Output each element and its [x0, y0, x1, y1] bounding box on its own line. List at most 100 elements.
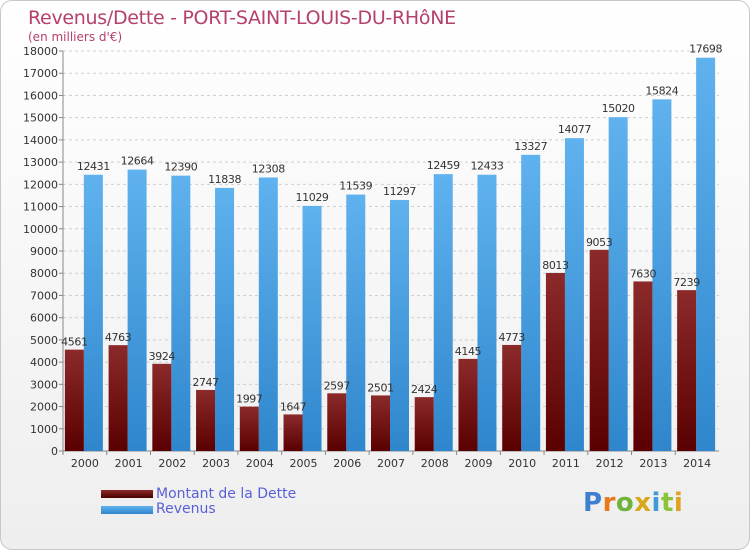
bar-dette: [458, 358, 478, 451]
legend-swatch-dette: [101, 490, 153, 498]
y-tick-label: 7000: [30, 289, 58, 302]
data-label-dette: 3924: [149, 350, 176, 363]
y-tick-label: 0: [51, 445, 58, 458]
bar-revenus: [696, 57, 716, 451]
x-tick-label: 2012: [596, 457, 624, 470]
data-label-dette: 8013: [542, 259, 569, 272]
data-label-revenus: 17698: [689, 43, 722, 56]
data-label-revenus: 12664: [121, 155, 154, 168]
data-label-dette: 2501: [367, 381, 393, 394]
x-tick-label: 2013: [639, 457, 667, 470]
x-tick-label: 2011: [552, 457, 580, 470]
logo-letter: x: [634, 488, 652, 518]
bar-revenus: [608, 117, 628, 451]
bar-revenus: [215, 187, 235, 451]
y-tick-label: 12000: [23, 178, 58, 191]
y-tick-label: 16000: [23, 89, 58, 102]
x-tick-label: 2009: [464, 457, 492, 470]
data-label-dette: 4561: [61, 336, 87, 349]
bar-revenus: [652, 99, 672, 451]
data-label-dette: 4145: [455, 345, 482, 358]
y-tick-label: 2000: [30, 401, 58, 414]
y-tick-label: 3000: [30, 378, 58, 391]
y-tick-label: 9000: [30, 245, 58, 258]
bar-dette: [502, 344, 522, 451]
bar-dette: [545, 272, 565, 451]
data-label-revenus: 11029: [296, 191, 329, 204]
data-label-dette: 9053: [586, 236, 613, 249]
chart-title: Revenus/Dette - PORT-SAINT-LOUIS-DU-RHôN…: [28, 7, 456, 29]
data-label-dette: 7239: [673, 276, 700, 289]
bar-dette: [108, 345, 128, 451]
y-tick-label: 11000: [23, 201, 58, 214]
chart-subtitle: (en milliers d'€): [28, 30, 123, 44]
bar-dette: [589, 249, 609, 451]
data-label-dette: 1647: [280, 400, 307, 413]
data-label-revenus: 11838: [208, 173, 241, 186]
data-label-dette: 2747: [192, 376, 219, 389]
data-label-dette: 2597: [324, 379, 351, 392]
data-label-revenus: 12390: [164, 161, 197, 174]
data-label-dette: 2424: [411, 383, 438, 396]
y-tick-label: 8000: [30, 267, 58, 280]
bar-dette: [677, 290, 697, 451]
x-tick-label: 2005: [290, 457, 318, 470]
data-label-revenus: 12433: [470, 160, 503, 173]
bar-revenus: [477, 174, 497, 451]
legend-label-revenus: Revenus: [156, 501, 216, 517]
data-label-dette: 4763: [105, 331, 132, 344]
x-tick-label: 2006: [333, 457, 361, 470]
data-label-dette: 7630: [630, 267, 657, 280]
y-tick-label: 17000: [23, 67, 58, 80]
y-tick-label: 6000: [30, 312, 58, 325]
data-label-revenus: 15020: [602, 102, 635, 115]
x-tick-label: 2000: [71, 457, 99, 470]
data-label-dette: 4773: [498, 331, 525, 344]
bar-revenus: [83, 174, 103, 451]
bar-revenus: [433, 174, 453, 451]
data-label-revenus: 12308: [252, 162, 285, 175]
logo-letter: i: [673, 488, 684, 518]
y-tick-label: 15000: [23, 112, 58, 125]
y-tick-label: 18000: [23, 45, 58, 58]
bar-dette: [196, 389, 216, 451]
bar-revenus: [521, 154, 541, 451]
data-label-revenus: 15824: [645, 84, 678, 97]
x-tick-label: 2002: [158, 457, 186, 470]
bar-dette: [414, 397, 434, 451]
bar-revenus: [390, 199, 409, 451]
y-tick-label: 5000: [30, 334, 58, 347]
logo-letter: o: [615, 488, 635, 518]
bar-revenus: [127, 169, 147, 452]
x-tick-label: 2010: [508, 457, 536, 470]
x-tick-label: 2004: [246, 457, 274, 470]
data-label-revenus: 13327: [514, 140, 547, 153]
x-tick-label: 2014: [683, 457, 711, 470]
data-label-dette: 1997: [236, 393, 263, 406]
bar-dette: [64, 349, 84, 451]
data-label-revenus: 12459: [427, 159, 460, 172]
logo-letter: t: [660, 488, 674, 518]
x-tick-label: 2007: [377, 457, 405, 470]
x-tick-label: 2008: [421, 457, 449, 470]
proxiti-logo: Proxiti: [583, 488, 683, 518]
logo-letter: P: [583, 488, 603, 518]
x-tick-label: 2001: [115, 457, 143, 470]
bar-revenus: [171, 175, 191, 451]
bar-dette: [327, 393, 347, 451]
legend-swatch-revenus: [101, 506, 153, 514]
logo-letter: r: [602, 488, 616, 518]
y-tick-label: 13000: [23, 156, 58, 169]
data-label-revenus: 14077: [558, 123, 591, 136]
logo-letter: i: [651, 488, 661, 518]
legend-label-dette: Montant de la Dette: [156, 486, 297, 502]
y-tick-label: 14000: [23, 134, 58, 147]
data-label-revenus: 12431: [77, 160, 110, 173]
data-label-revenus: 11297: [383, 185, 416, 198]
bar-revenus: [302, 205, 322, 451]
data-label-revenus: 11539: [339, 180, 372, 193]
bar-revenus: [346, 194, 366, 452]
x-tick-label: 2003: [202, 457, 230, 470]
